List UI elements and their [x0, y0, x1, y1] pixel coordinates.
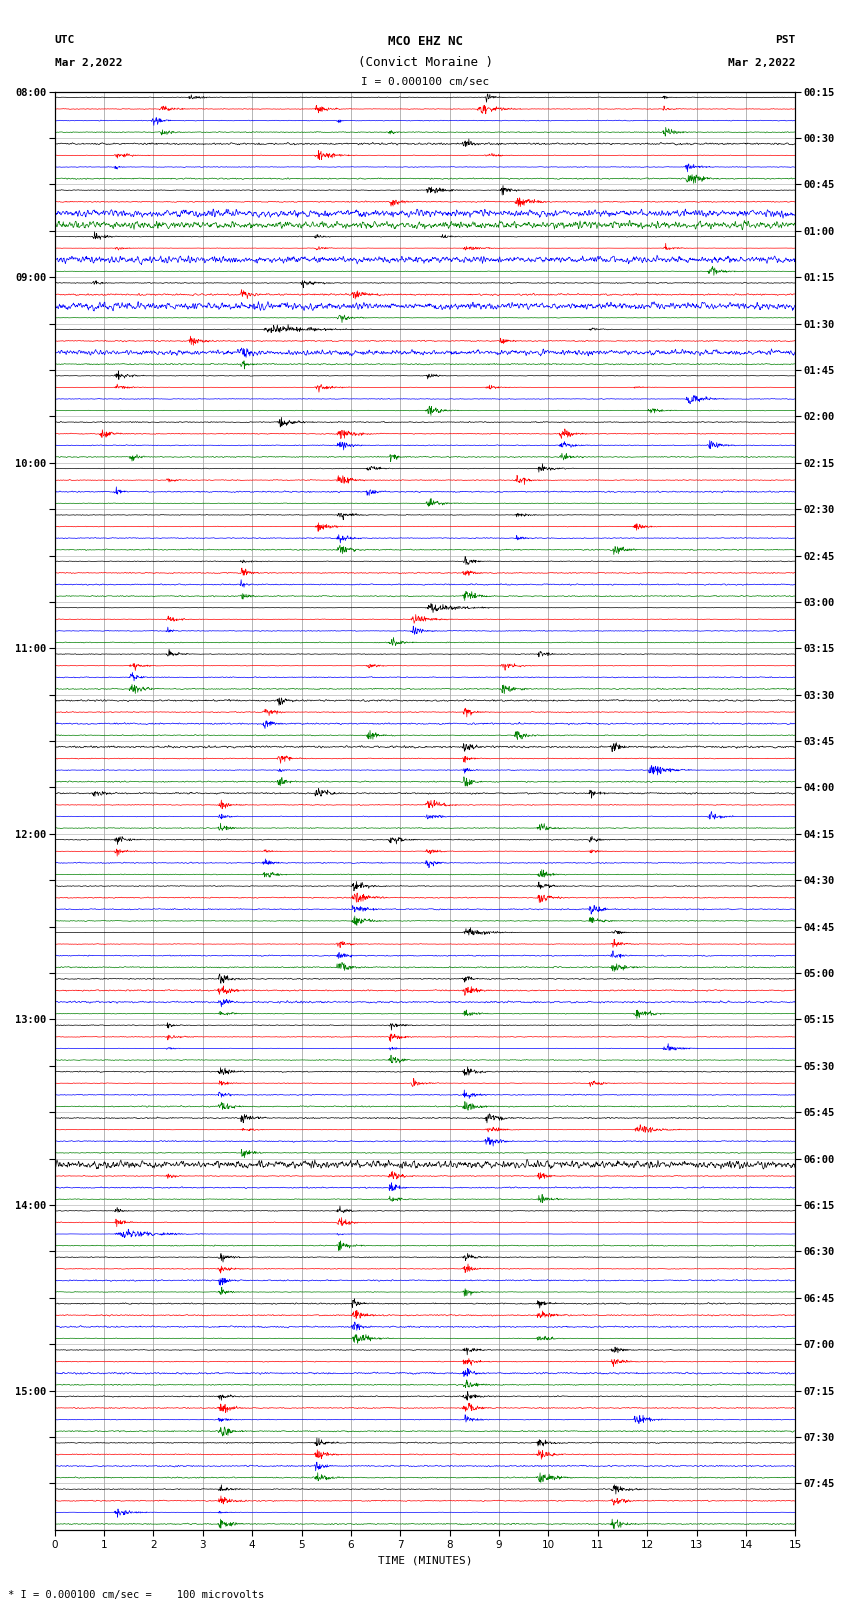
X-axis label: TIME (MINUTES): TIME (MINUTES)	[377, 1557, 473, 1566]
Text: I = 0.000100 cm/sec: I = 0.000100 cm/sec	[361, 77, 489, 87]
Text: (Convict Moraine ): (Convict Moraine )	[358, 56, 492, 69]
Text: MCO EHZ NC: MCO EHZ NC	[388, 35, 462, 48]
Text: * I = 0.000100 cm/sec =    100 microvolts: * I = 0.000100 cm/sec = 100 microvolts	[8, 1590, 264, 1600]
Text: Mar 2,2022: Mar 2,2022	[54, 58, 122, 68]
Text: UTC: UTC	[54, 35, 75, 45]
Text: Mar 2,2022: Mar 2,2022	[728, 58, 796, 68]
Text: PST: PST	[775, 35, 796, 45]
